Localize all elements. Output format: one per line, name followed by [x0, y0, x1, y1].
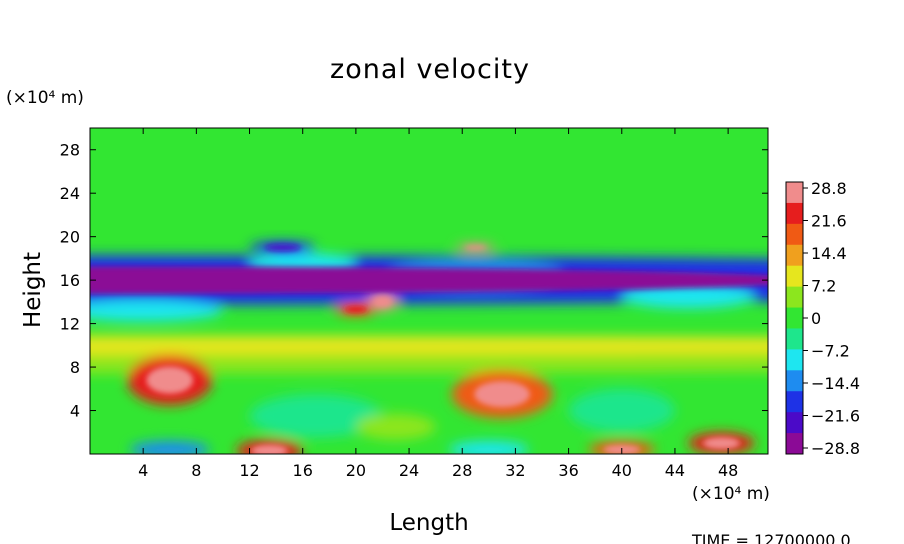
field-structure-16: [249, 394, 383, 438]
colorbar-swatch: [786, 433, 803, 455]
y-axis-label: Height: [20, 251, 46, 329]
field-core-2: [373, 297, 392, 307]
field-core-3: [344, 305, 368, 314]
y-tick-label: 4: [70, 402, 80, 421]
x-tick-label: 28: [452, 461, 472, 480]
field-structure-3: [90, 299, 223, 322]
x-axis: 4 8 12 16 20 24 28 32 36 40 44 48: [138, 128, 738, 480]
x-tick-label: 36: [558, 461, 578, 480]
colorbar-swatch: [786, 370, 803, 392]
x-tick-label: 48: [718, 461, 738, 480]
colorbar-swatch: [786, 307, 803, 329]
x-tick-label: 4: [138, 461, 148, 480]
x-tick-label: 24: [399, 461, 419, 480]
field-core-group: [90, 243, 768, 454]
colorbar-label: −28.8: [811, 439, 860, 458]
y-tick-label: 8: [70, 358, 80, 377]
y-tick-label: 12: [60, 315, 80, 334]
field-core-1: [264, 243, 302, 252]
colorbar-swatch: [786, 223, 803, 246]
y-tick-label: 28: [60, 141, 80, 160]
field-structure-1: [90, 335, 768, 356]
y-tick-label: 16: [60, 271, 80, 290]
colorbar-swatch: [786, 349, 803, 371]
field-core-5: [146, 366, 194, 394]
velocity-field: [90, 241, 768, 454]
y-axis: 4 8 12 16 20 24 28: [60, 141, 768, 421]
x-tick-label: 44: [665, 461, 685, 480]
colorbar-swatch: [786, 391, 803, 413]
y-tick-label: 24: [60, 184, 80, 203]
colorbar-swatch: [786, 328, 803, 350]
field-structure-20: [355, 413, 436, 440]
field-core-7: [251, 444, 288, 454]
colorbar-swatch: [786, 265, 803, 288]
x-tick-label: 8: [191, 461, 201, 480]
x-axis-unit: (×10⁴ m): [692, 484, 770, 504]
colorbar-swatch: [786, 202, 803, 225]
field-structure-19: [448, 440, 529, 454]
field-core-6: [474, 381, 530, 408]
colorbar-swatch: [786, 412, 803, 434]
field-core-4: [464, 245, 487, 250]
colorbar-label: 0: [811, 309, 821, 328]
field-structure-7: [621, 284, 755, 309]
x-tick-label: 12: [239, 461, 259, 480]
field-structure-18: [129, 440, 210, 454]
colorbar-swatch: [786, 286, 803, 309]
colorbar-swatch: [786, 244, 803, 267]
x-tick-label: 16: [293, 461, 313, 480]
plot-frame: [89, 127, 769, 455]
x-tick-label: 40: [612, 461, 632, 480]
field-core-8: [703, 437, 740, 450]
y-axis-unit: (×10⁴ m): [6, 88, 84, 108]
x-axis-label: Length: [389, 510, 469, 536]
x-tick-label: 20: [346, 461, 366, 480]
colorbar: 28.8 21.6 14.4 7.2 0 −7.2 −14.4 −21.6 −28.8: [785, 179, 860, 458]
colorbar-label: 7.2: [811, 277, 836, 296]
field-structure-17: [568, 388, 675, 433]
colorbar-label: −7.2: [811, 342, 850, 361]
chart-title: zonal velocity: [330, 54, 530, 85]
time-label: TIME = 12700000.0: [692, 531, 851, 544]
field-core-0: [90, 266, 768, 294]
colorbar-label: −14.4: [811, 374, 860, 393]
colorbar-label: −21.6: [811, 407, 860, 426]
colorbar-swatch: [786, 182, 803, 204]
colorbar-label: 14.4: [811, 244, 847, 263]
colorbar-label: 28.8: [811, 179, 847, 198]
x-tick-label: 32: [505, 461, 525, 480]
y-tick-label: 20: [60, 228, 80, 247]
colorbar-label: 21.6: [811, 212, 847, 231]
field-structure-0: [90, 349, 768, 374]
